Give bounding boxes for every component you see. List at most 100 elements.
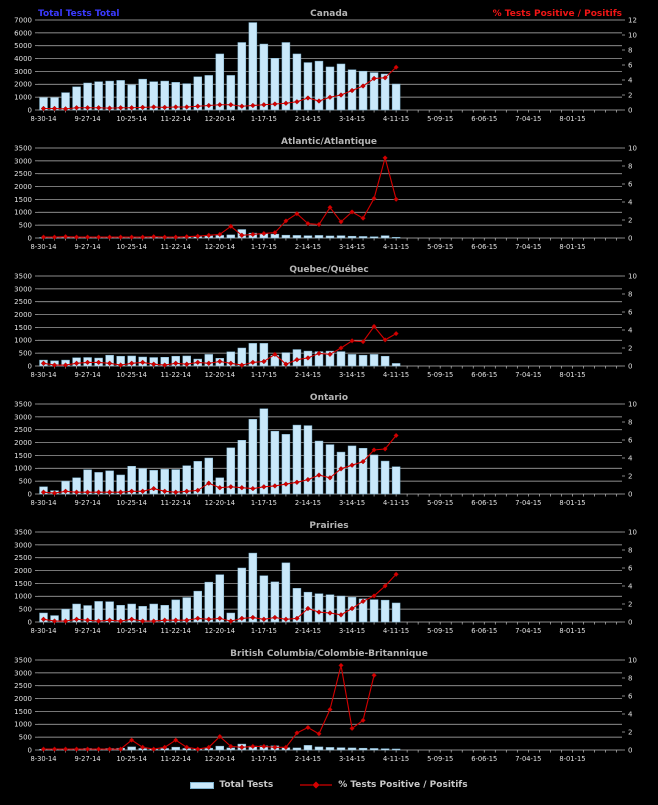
data-point-marker-icon [316, 731, 322, 737]
left-axis-tick-label: 500 [19, 222, 32, 230]
data-point-marker-icon [316, 609, 322, 615]
total-tests-bar [369, 72, 379, 111]
total-tests-bar [215, 745, 225, 751]
right-axis-tick-label: 0 [628, 618, 632, 626]
right-axis-tick-label: 6 [628, 308, 633, 316]
total-tests-bar [237, 567, 247, 623]
data-point-marker-icon [393, 64, 399, 70]
data-point-marker-icon [151, 104, 157, 110]
total-tests-bar [292, 588, 302, 623]
percent-positive-line [40, 662, 377, 752]
x-axis-tick-label: 12-20-14 [205, 627, 235, 635]
right-series-header-label: % Tests Positive / Positifs [493, 9, 622, 19]
data-point-marker-icon [128, 234, 135, 240]
data-point-marker-icon [62, 233, 69, 240]
data-point-marker-icon [371, 447, 377, 453]
total-tests-bar [369, 236, 379, 239]
data-point-marker-icon [261, 102, 267, 108]
data-point-marker-icon [239, 615, 245, 622]
left-axis-tick-label: 500 [19, 734, 32, 742]
chart-title: Prairies [309, 521, 348, 531]
right-axis-tick-label: 10 [628, 528, 637, 536]
data-point-marker-icon [294, 211, 300, 217]
data-point-marker-icon [283, 744, 289, 750]
total-tests-bar [380, 355, 390, 367]
line-swatch-icon [300, 781, 333, 789]
data-point-marker-icon [250, 485, 256, 492]
x-axis-tick-label: 4-11-15 [383, 243, 409, 251]
data-point-marker-icon [117, 746, 124, 752]
left-axis-labels: 0 500 1000 1500 2000 2500 3000 3500 [14, 528, 32, 626]
legend-label-total-tests: Total Tests [219, 780, 274, 790]
total-tests-bar [325, 66, 335, 111]
data-point-marker-icon [316, 221, 322, 228]
right-axis-tick-label: 2 [628, 472, 632, 480]
data-point-marker-icon [349, 462, 355, 468]
left-axis-tick-label: 2000 [14, 81, 32, 89]
total-tests-bar [303, 235, 313, 239]
x-axis-tick-label: 6-06-15 [471, 371, 497, 379]
left-axis-tick-label: 2000 [14, 695, 32, 703]
right-axis-tick-label: 12 [628, 16, 637, 24]
data-point-marker-icon [73, 234, 80, 240]
data-point-marker-icon [206, 102, 212, 109]
x-axis-tick-label: 5-09-15 [427, 755, 453, 763]
data-point-marker-icon [162, 104, 168, 111]
data-point-marker-icon [173, 617, 179, 623]
x-axis-tick-label: 8-01-15 [559, 243, 585, 251]
data-point-marker-icon [151, 618, 157, 624]
right-axis-labels: 0 2 4 6 8 10 [628, 656, 637, 754]
total-tests-bar [259, 408, 269, 495]
right-axis-tick-label: 4 [628, 76, 633, 84]
x-axis: 8-30-14 9-27-14 10-25-14 11-22-14 12-20-14 1-… [30, 366, 617, 379]
left-axis-tick-label: 2000 [14, 183, 32, 191]
total-tests-bar [358, 70, 368, 111]
right-axis-tick-label: 10 [628, 656, 637, 664]
data-point-marker-icon [195, 233, 201, 239]
data-point-marker-icon [261, 358, 267, 365]
data-point-marker-icon [382, 583, 388, 589]
data-point-marker-icon [51, 105, 58, 112]
x-axis-tick-label: 4-11-15 [383, 755, 409, 763]
chart-title: British Columbia/Colombie-Britannique [230, 649, 428, 659]
x-axis-tick-label: 8-01-15 [559, 371, 585, 379]
left-axis-tick-label: 2500 [14, 170, 32, 178]
data-point-marker-icon [250, 102, 256, 109]
left-axis-tick-label: 1000 [14, 209, 32, 217]
data-point-marker-icon [128, 360, 135, 366]
data-point-marker-icon [338, 92, 344, 98]
data-point-marker-icon [294, 357, 300, 363]
chart-title: Atlantic/Atlantique [281, 137, 377, 147]
right-axis-tick-label: 10 [628, 144, 637, 152]
data-point-marker-icon [228, 618, 234, 624]
total-tests-bar [193, 590, 202, 623]
bar-swatch-icon [190, 781, 215, 789]
data-point-marker-icon [272, 351, 278, 357]
right-axis-tick-label: 0 [628, 106, 632, 114]
x-axis-tick-label: 9-27-14 [75, 115, 101, 123]
total-tests-bar [204, 354, 214, 367]
right-axis-tick-label: 10 [628, 272, 637, 280]
total-tests-bars [39, 408, 401, 495]
left-axis-tick-label: 0 [28, 618, 32, 626]
total-tests-bar [237, 440, 247, 495]
total-tests-bar [270, 431, 280, 495]
data-point-marker-icon [151, 485, 157, 492]
data-point-marker-icon [62, 362, 69, 368]
x-axis-tick-label: 9-27-14 [75, 243, 101, 251]
total-tests-bar [226, 447, 236, 495]
data-point-marker-icon [184, 361, 190, 367]
total-tests-bar [259, 343, 269, 367]
chart-plot-british-columbia: 0 500 1000 1500 2000 2500 3000 3500 0 2 4 6 8 10 8-30-… [14, 649, 637, 763]
x-axis-tick-label: 8-30-14 [30, 627, 56, 635]
data-point-marker-icon [316, 472, 322, 478]
left-axis-tick-label: 500 [19, 350, 32, 358]
x-axis-tick-label: 5-09-15 [427, 499, 453, 507]
data-point-marker-icon [360, 339, 366, 345]
data-point-marker-icon [239, 744, 245, 750]
data-point-marker-icon [95, 746, 102, 752]
total-tests-bar [171, 746, 180, 751]
data-point-marker-icon [305, 605, 311, 612]
x-axis-tick-label: 6-06-15 [471, 755, 497, 763]
left-axis-tick-label: 3500 [14, 144, 32, 152]
